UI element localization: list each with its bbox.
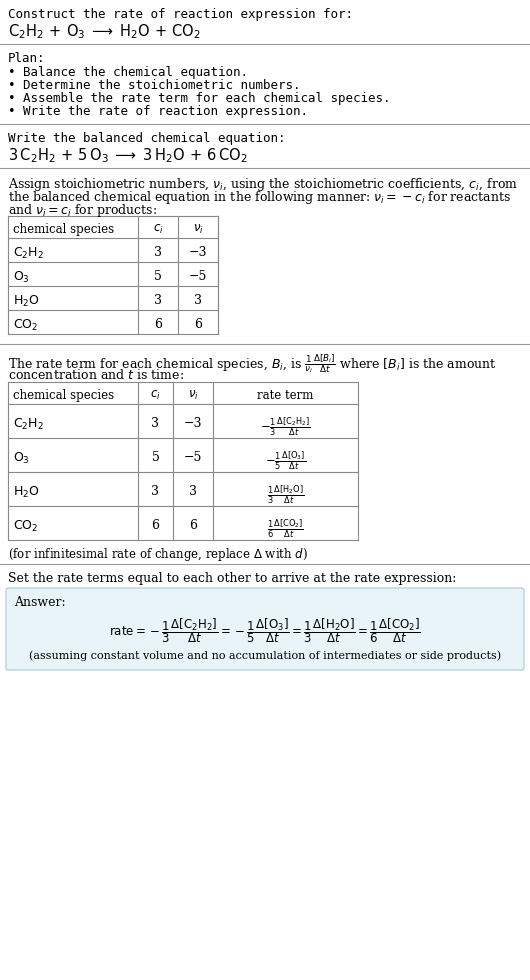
Text: Construct the rate of reaction expression for:: Construct the rate of reaction expressio… — [8, 8, 353, 21]
FancyBboxPatch shape — [6, 588, 524, 670]
Text: $-\frac{1}{5}\frac{\Delta[\mathrm{O_3}]}{\Delta t}$: $-\frac{1}{5}\frac{\Delta[\mathrm{O_3}]}… — [265, 450, 306, 472]
Text: $\mathrm{O_3}$: $\mathrm{O_3}$ — [13, 451, 30, 466]
Text: 3: 3 — [154, 294, 162, 307]
Text: Assign stoichiometric numbers, $\nu_i$, using the stoichiometric coefficients, $: Assign stoichiometric numbers, $\nu_i$, … — [8, 176, 518, 193]
Text: $\mathrm{C_2H_2}$$\,+\,\mathrm{O_3}\;\longrightarrow\;\mathrm{H_2O}\,+\,\mathrm{: $\mathrm{C_2H_2}$$\,+\,\mathrm{O_3}\;\lo… — [8, 22, 201, 41]
Text: $-\frac{1}{3}\frac{\Delta[\mathrm{C_2H_2}]}{\Delta t}$: $-\frac{1}{3}\frac{\Delta[\mathrm{C_2H_2… — [260, 416, 311, 438]
Text: rate term: rate term — [257, 389, 314, 402]
Text: $\mathrm{O_3}$: $\mathrm{O_3}$ — [13, 270, 30, 285]
Text: and $\nu_i = c_i$ for products:: and $\nu_i = c_i$ for products: — [8, 202, 157, 219]
Text: $\frac{1}{6}\frac{\Delta[\mathrm{CO_2}]}{\Delta t}$: $\frac{1}{6}\frac{\Delta[\mathrm{CO_2}]}… — [267, 518, 304, 540]
Text: The rate term for each chemical species, $B_i$, is $\frac{1}{\nu_i}\frac{\Delta[: The rate term for each chemical species,… — [8, 352, 497, 374]
Text: $c_i$: $c_i$ — [150, 389, 161, 402]
Text: chemical species: chemical species — [13, 223, 114, 236]
Text: 3: 3 — [152, 485, 160, 498]
Text: $\mathrm{rate} = -\dfrac{1}{3}\dfrac{\Delta[\mathrm{C_2H_2}]}{\Delta t} = -\dfra: $\mathrm{rate} = -\dfrac{1}{3}\dfrac{\De… — [109, 616, 421, 645]
Text: • Assemble the rate term for each chemical species.: • Assemble the rate term for each chemic… — [8, 92, 391, 105]
Text: $3\,\mathrm{C_2H_2}\,+\,5\,\mathrm{O_3}\;\longrightarrow\;3\,\mathrm{H_2O}\,+\,6: $3\,\mathrm{C_2H_2}\,+\,5\,\mathrm{O_3}\… — [8, 146, 248, 165]
Text: −3: −3 — [184, 417, 202, 430]
Text: $\nu_i$: $\nu_i$ — [192, 223, 204, 236]
Text: 6: 6 — [154, 318, 162, 331]
Text: • Write the rate of reaction expression.: • Write the rate of reaction expression. — [8, 105, 308, 118]
Text: $c_i$: $c_i$ — [153, 223, 163, 236]
Text: • Balance the chemical equation.: • Balance the chemical equation. — [8, 66, 248, 79]
Text: 3: 3 — [152, 417, 160, 430]
Text: the balanced chemical equation in the following manner: $\nu_i = -c_i$ for react: the balanced chemical equation in the fo… — [8, 189, 511, 206]
Text: $\nu_i$: $\nu_i$ — [188, 389, 198, 402]
Text: Plan:: Plan: — [8, 52, 46, 65]
Text: $\mathrm{H_2O}$: $\mathrm{H_2O}$ — [13, 485, 40, 500]
Text: $\mathrm{H_2O}$: $\mathrm{H_2O}$ — [13, 294, 40, 309]
Text: 6: 6 — [152, 519, 160, 532]
Text: 6: 6 — [189, 519, 197, 532]
Text: • Determine the stoichiometric numbers.: • Determine the stoichiometric numbers. — [8, 79, 301, 92]
Text: 3: 3 — [154, 246, 162, 259]
Text: 3: 3 — [189, 485, 197, 498]
Text: Answer:: Answer: — [14, 596, 66, 609]
Text: concentration and $t$ is time:: concentration and $t$ is time: — [8, 368, 184, 382]
Text: −3: −3 — [189, 246, 207, 259]
Text: −5: −5 — [184, 451, 202, 464]
Text: $\frac{1}{3}\frac{\Delta[\mathrm{H_2O}]}{\Delta t}$: $\frac{1}{3}\frac{\Delta[\mathrm{H_2O}]}… — [267, 484, 304, 507]
Text: −5: −5 — [189, 270, 207, 283]
Text: $\mathrm{CO_2}$: $\mathrm{CO_2}$ — [13, 318, 38, 333]
Text: $\mathrm{CO_2}$: $\mathrm{CO_2}$ — [13, 519, 38, 534]
Text: $\mathrm{C_2H_2}$: $\mathrm{C_2H_2}$ — [13, 417, 44, 432]
Text: Set the rate terms equal to each other to arrive at the rate expression:: Set the rate terms equal to each other t… — [8, 572, 456, 585]
Text: (assuming constant volume and no accumulation of intermediates or side products): (assuming constant volume and no accumul… — [29, 650, 501, 661]
Text: 6: 6 — [194, 318, 202, 331]
Text: (for infinitesimal rate of change, replace $\Delta$ with $d$): (for infinitesimal rate of change, repla… — [8, 546, 308, 563]
Text: Write the balanced chemical equation:: Write the balanced chemical equation: — [8, 132, 286, 145]
Text: 5: 5 — [154, 270, 162, 283]
Text: 5: 5 — [152, 451, 160, 464]
Text: chemical species: chemical species — [13, 389, 114, 402]
Text: 3: 3 — [194, 294, 202, 307]
Text: $\mathrm{C_2H_2}$: $\mathrm{C_2H_2}$ — [13, 246, 44, 261]
